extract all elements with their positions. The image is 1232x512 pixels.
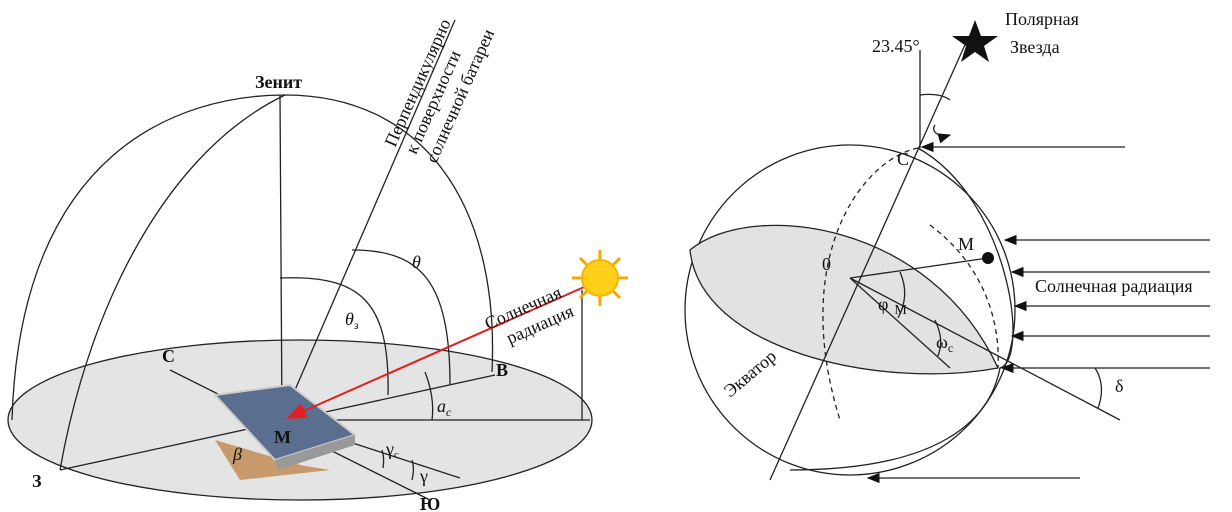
label: a bbox=[437, 396, 446, 416]
dashed-equator bbox=[929, 224, 999, 369]
label: С bbox=[897, 149, 909, 169]
theta-z-arc bbox=[279, 277, 389, 396]
label: δ bbox=[1115, 376, 1123, 396]
label: aс bbox=[437, 396, 452, 419]
label: З bbox=[32, 471, 42, 491]
rotation bbox=[933, 124, 952, 144]
left-diagram: Зенит Перпендикулярно к поверхности солн… bbox=[7, 16, 628, 512]
meridian bbox=[59, 94, 286, 471]
label: Солнечная радиация bbox=[1035, 276, 1193, 296]
axis bbox=[769, 37, 969, 481]
label: М bbox=[274, 427, 291, 447]
solar-panel bbox=[212, 383, 358, 480]
label: 23.45° bbox=[872, 36, 920, 56]
point-m bbox=[982, 252, 994, 264]
label: М bbox=[958, 234, 974, 254]
dome bbox=[11, 94, 494, 421]
sun bbox=[572, 250, 628, 306]
label: з bbox=[353, 318, 359, 332]
label: Экватор bbox=[720, 346, 780, 401]
omega-arc bbox=[934, 319, 942, 357]
label: Звезда bbox=[1010, 37, 1060, 57]
normal-line bbox=[281, 19, 456, 421]
rays bbox=[866, 141, 1210, 484]
label: Полярная bbox=[1005, 9, 1079, 29]
radius-c bbox=[849, 277, 951, 369]
label: 0 bbox=[822, 254, 831, 274]
label: с bbox=[446, 405, 452, 419]
label: с bbox=[948, 341, 953, 355]
radius-equator bbox=[849, 277, 1121, 421]
gamma-c-arc bbox=[381, 449, 385, 469]
label: φ bbox=[878, 294, 888, 314]
radiation-arrow bbox=[286, 279, 601, 419]
label: θз bbox=[345, 309, 359, 332]
label: θ bbox=[345, 309, 354, 329]
angle-arc bbox=[919, 93, 951, 101]
phi-arc bbox=[897, 271, 906, 319]
radius-m bbox=[849, 257, 989, 279]
label: γс bbox=[385, 439, 399, 461]
star bbox=[952, 20, 998, 62]
label: С bbox=[162, 346, 175, 366]
label: Ю bbox=[420, 494, 440, 512]
label: с bbox=[394, 449, 399, 461]
delta-arc bbox=[1094, 367, 1103, 409]
label: ωс bbox=[936, 332, 953, 355]
label: θ bbox=[412, 252, 421, 272]
theta-arc bbox=[351, 249, 451, 386]
label: М bbox=[894, 303, 907, 318]
zenith-line bbox=[279, 94, 283, 421]
label: γ bbox=[419, 466, 428, 486]
label: ω bbox=[936, 332, 948, 352]
label: β bbox=[232, 444, 242, 464]
terminator bbox=[789, 147, 1014, 471]
label: γ bbox=[385, 439, 394, 459]
gamma-arc bbox=[411, 459, 415, 481]
alt-arc bbox=[424, 371, 434, 421]
dashed-meridian bbox=[822, 147, 919, 421]
label: Зенит bbox=[255, 72, 302, 92]
label: В bbox=[496, 360, 508, 380]
